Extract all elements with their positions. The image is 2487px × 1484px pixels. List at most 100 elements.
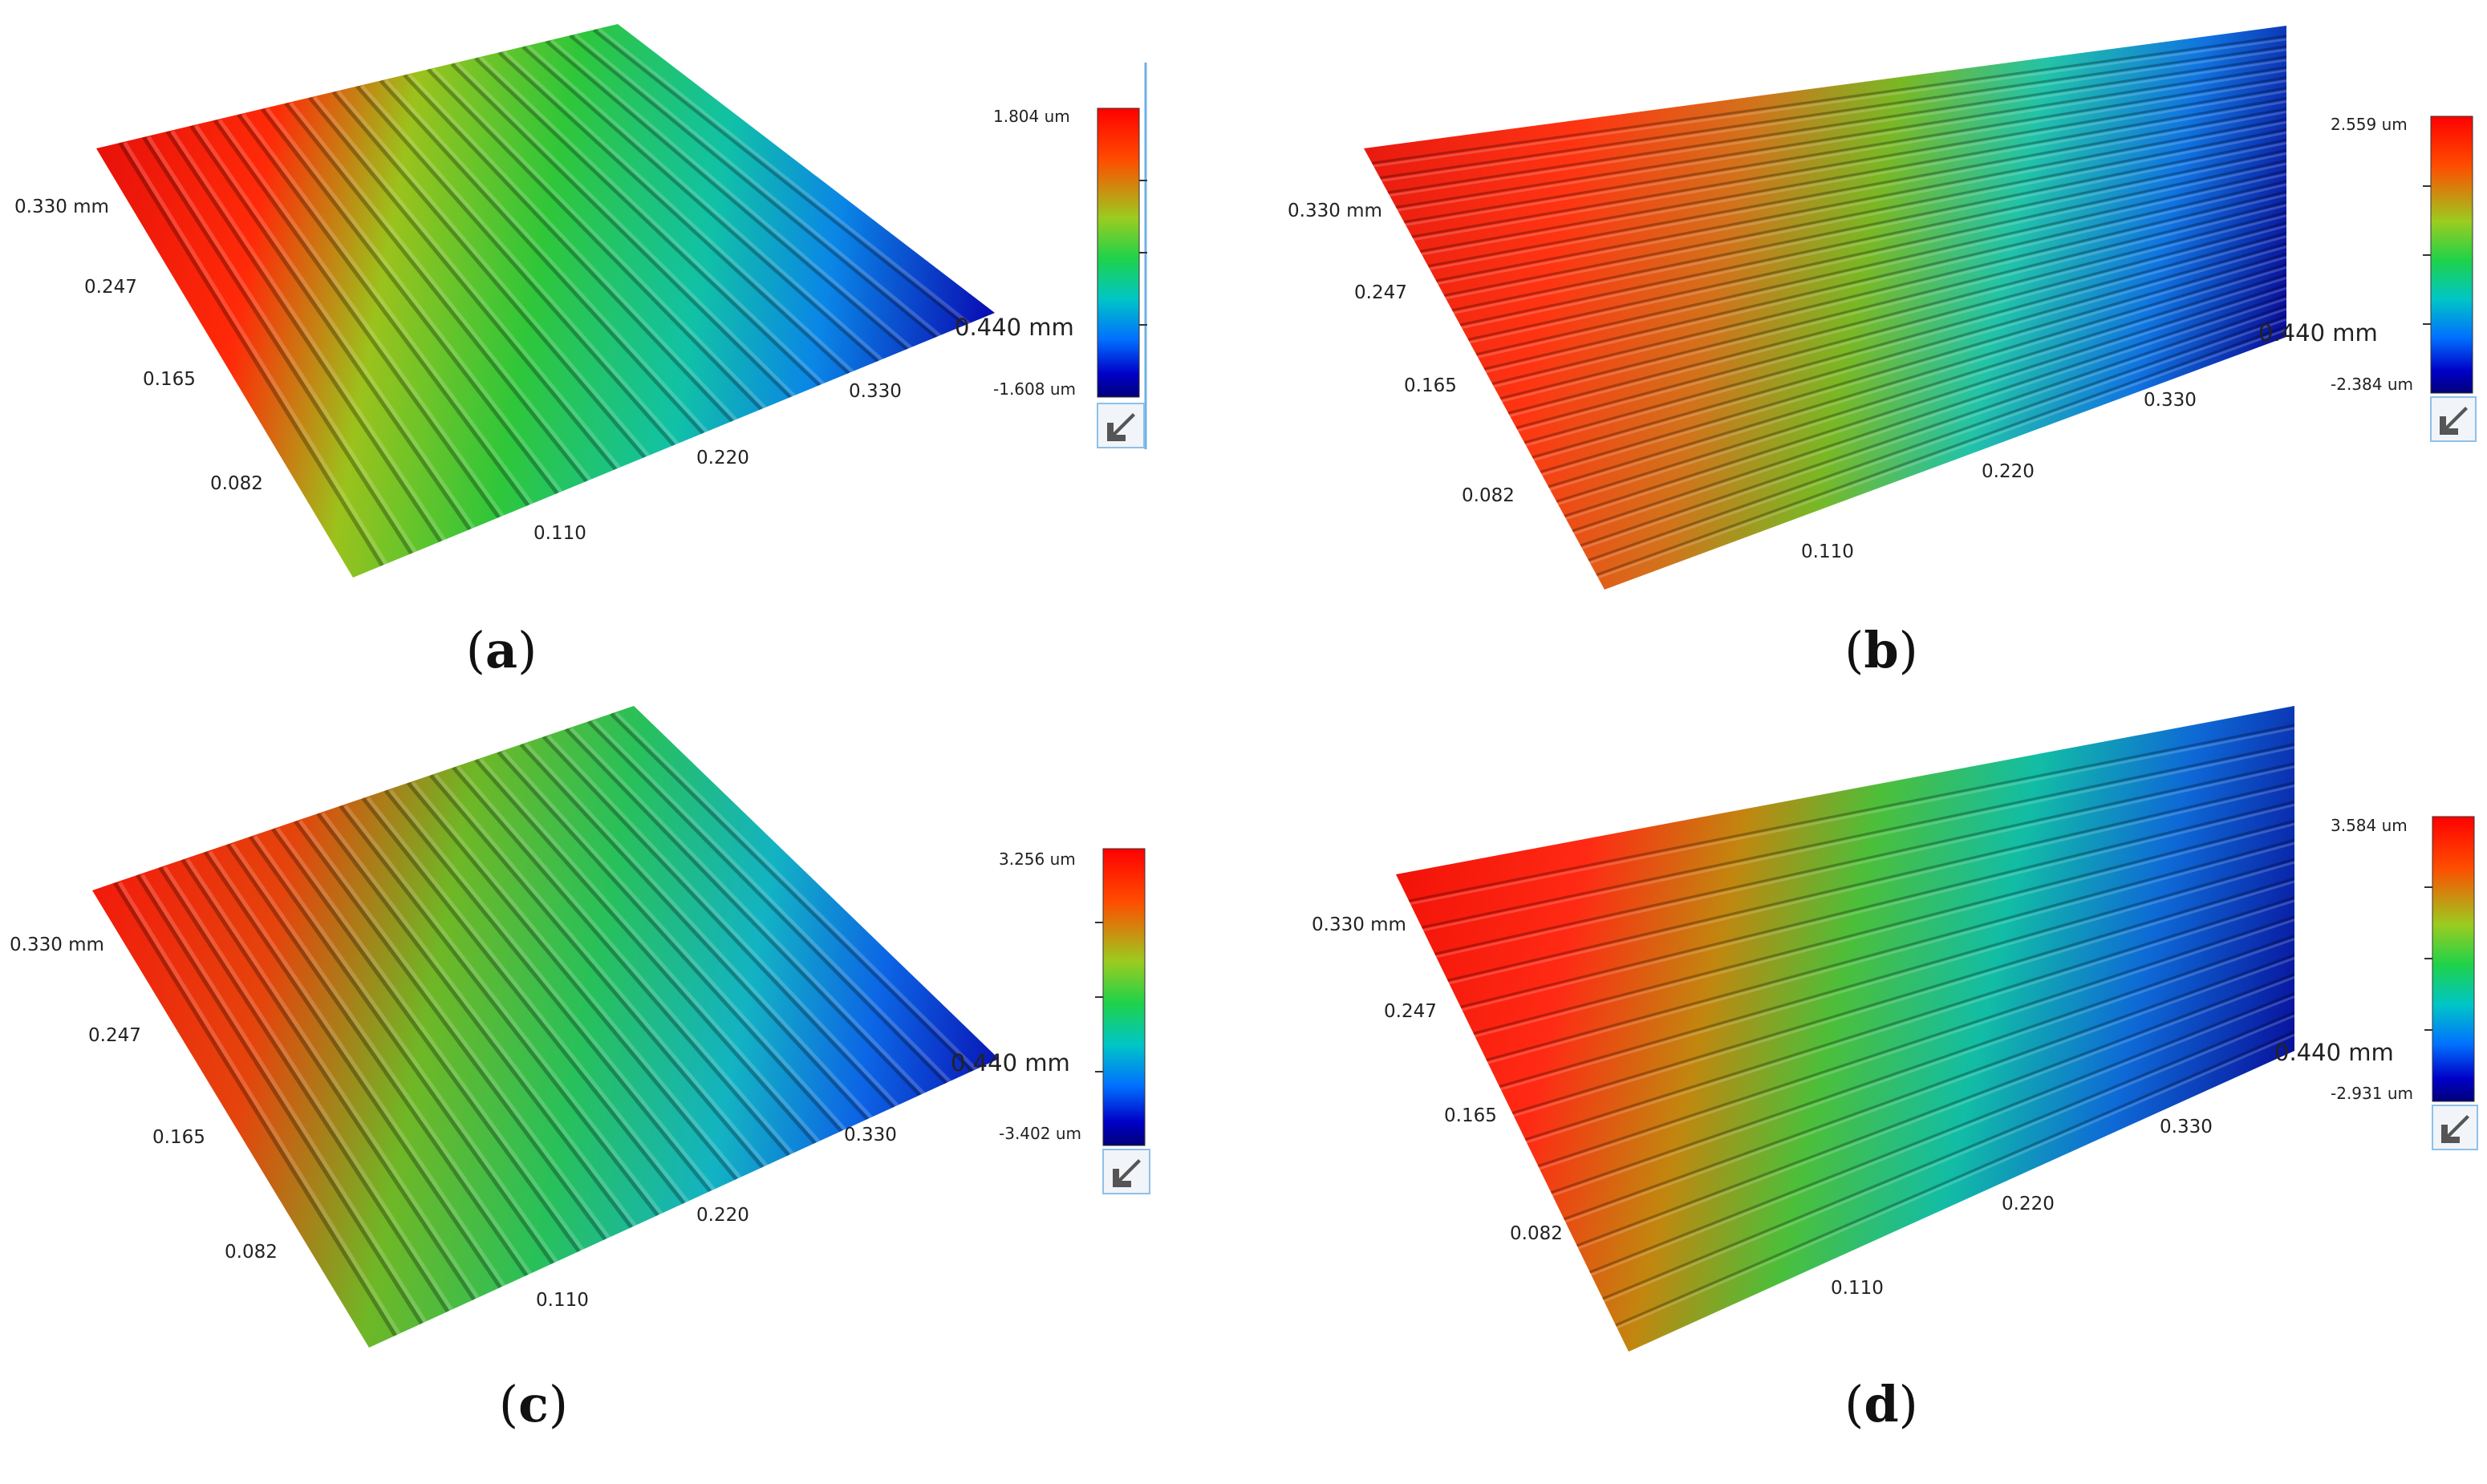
x-label-0110: 0.110: [1831, 1278, 1884, 1299]
ridge-highlight: [1537, 918, 2294, 1171]
ridge-shadow: [307, 96, 618, 471]
ridge-shadow: [542, 735, 895, 1109]
ridge-highlight: [1403, 79, 2286, 227]
ridge-highlight: [1451, 141, 2286, 315]
ridge-highlight: [1580, 307, 2286, 550]
ridge-shadow: [1434, 762, 2294, 955]
ridge-highlight: [1459, 152, 2286, 330]
ridge-shadow: [158, 866, 450, 1313]
ridge-highlight: [408, 73, 739, 423]
surface-plot-d: [1396, 706, 2294, 1352]
panel-d: 0.330 mm 0.247 0.165 0.082 0.110 0.220 0…: [1312, 706, 2478, 1433]
ridge-shadow: [1572, 294, 2286, 533]
ridge-shadow: [1589, 991, 2294, 1274]
ridge-shadow: [213, 119, 501, 519]
ridge-shadow: [1580, 304, 2286, 547]
ridge-highlight: [1371, 38, 2286, 168]
ridge-shadow: [294, 820, 607, 1241]
x-label-0220: 0.220: [696, 1205, 749, 1226]
ridge-highlight: [501, 750, 848, 1133]
ridge-highlight: [1499, 204, 2286, 403]
ridge-shadow: [428, 773, 765, 1169]
y-label-0247: 0.247: [84, 277, 137, 298]
arrow-down-left-icon[interactable]: [2432, 1105, 2478, 1150]
x-label-0440mm: 0.440 mm: [955, 314, 1074, 341]
ridge-highlight: [383, 79, 710, 435]
ridge-shadow: [1550, 935, 2294, 1194]
ridge-highlight: [241, 113, 535, 507]
ridge-shadow: [1615, 1030, 2294, 1327]
ridge-highlight: [479, 56, 826, 387]
y-label-0247: 0.247: [88, 1025, 141, 1046]
ridge-shadow: [112, 882, 397, 1337]
ridge-highlight: [1523, 235, 2286, 448]
y-label-0330: 0.330 mm: [14, 197, 109, 217]
ridge-highlight: [265, 107, 564, 495]
ridge-shadow: [1499, 858, 2294, 1088]
ridge-shadow: [181, 858, 476, 1301]
scale-max-label: 2.559 um: [2331, 115, 2408, 134]
arrow-down-left-icon[interactable]: [1102, 1149, 1150, 1194]
ridge-highlight: [343, 805, 664, 1217]
ridge-shadow: [1486, 838, 2294, 1061]
ridge-highlight: [479, 758, 822, 1145]
y-label-0330: 0.330 mm: [1288, 201, 1382, 221]
arrow-down-left-icon[interactable]: [2430, 396, 2477, 442]
x-axis-labels-d: 0.110 0.220 0.330 0.440 mm: [1831, 1039, 2394, 1299]
ridge-shadow: [521, 45, 880, 363]
surface-ridges-c: [112, 712, 980, 1337]
ridge-highlight: [1564, 286, 2286, 521]
y-label-0082: 0.082: [210, 473, 263, 494]
x-label-0440mm: 0.440 mm: [951, 1049, 1070, 1077]
color-scale-d: 3.584 um -2.931 um: [2331, 816, 2478, 1150]
ridge-highlight: [366, 797, 691, 1205]
ridge-highlight: [1435, 120, 2286, 286]
ridge-shadow: [497, 51, 850, 375]
ridge-highlight: [1540, 256, 2286, 476]
scale-max-label: 1.804 um: [993, 107, 1070, 126]
x-axis-labels-c: 0.110 0.220 0.330 0.440 mm: [536, 1049, 1070, 1311]
x-label-0220: 0.220: [1982, 461, 2035, 482]
ridge-shadow: [1499, 201, 2286, 400]
y-label-0082: 0.082: [1510, 1223, 1563, 1244]
ridge-shadow: [1491, 190, 2286, 385]
ridge-highlight: [597, 28, 972, 326]
ridge-shadow: [1540, 253, 2286, 473]
ridge-highlight: [275, 827, 586, 1253]
ridge-highlight: [431, 67, 768, 411]
ridge-highlight: [289, 102, 593, 483]
ridge-shadow: [1419, 97, 2286, 253]
ridge-highlight: [1556, 276, 2286, 506]
surface-ridges-a: [118, 28, 972, 567]
ridge-shadow: [519, 743, 870, 1121]
ridge-highlight: [163, 866, 455, 1313]
ridge-shadow: [248, 835, 554, 1265]
ridge-shadow: [225, 843, 529, 1277]
ridge-highlight: [1615, 1033, 2294, 1330]
color-scale-a: 1.804 um -1.608 um: [993, 63, 1147, 449]
ridge-highlight: [1467, 162, 2286, 344]
caption-b: (b): [1844, 621, 1918, 679]
y-axis-labels-b: 0.330 mm 0.247 0.165 0.082: [1288, 201, 1515, 506]
ridge-highlight: [524, 743, 874, 1121]
ridge-highlight: [360, 84, 680, 447]
ridge-shadow: [1395, 66, 2286, 209]
ridge-shadow: [1451, 138, 2286, 312]
ridge-shadow: [1556, 273, 2286, 503]
ridge-shadow: [406, 781, 738, 1181]
ridge-highlight: [1602, 1014, 2294, 1304]
ridge-highlight: [433, 773, 769, 1169]
ridge-shadow: [450, 62, 793, 399]
surface-plot-b: [1364, 26, 2286, 590]
arrow-down-left-icon[interactable]: [1097, 403, 1145, 448]
ridge-highlight: [1499, 861, 2294, 1091]
ridge-highlight: [569, 728, 927, 1097]
x-label-0440mm: 0.440 mm: [2258, 319, 2378, 347]
ridge-highlight: [1548, 266, 2286, 492]
y-label-0247: 0.247: [1354, 282, 1407, 303]
ridge-highlight: [546, 735, 900, 1109]
ridge-shadow: [1447, 781, 2294, 982]
ridge-highlight: [321, 812, 639, 1229]
ridge-shadow: [1427, 107, 2286, 268]
panel-c: 0.330 mm 0.247 0.165 0.082 0.110 0.220 0…: [10, 706, 1150, 1433]
